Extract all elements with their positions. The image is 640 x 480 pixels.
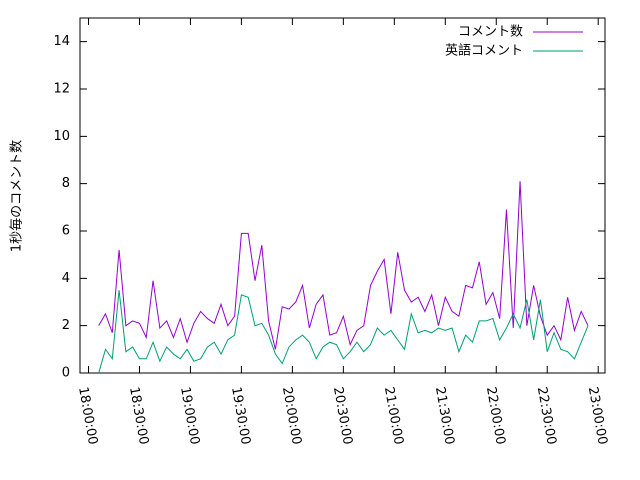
x-tick-label: 18:30:00 [126,386,151,446]
plot-frame [79,17,606,374]
x-tick-label: 23:00:00 [585,386,610,446]
data-line [98,181,589,350]
y-tick-label: 2 [62,318,70,333]
x-tick-label: 19:30:00 [228,386,253,446]
x-tick-label: 22:30:00 [534,386,559,446]
x-tick-label: 22:00:00 [483,386,508,446]
x-tick-label: 18:00:00 [75,386,100,446]
y-tick-label: 8 [62,176,70,191]
y-axis-label: 1秒毎のコメント数 [9,140,25,252]
y-tick-label: 4 [62,271,70,286]
x-tick-label: 20:00:00 [279,386,304,446]
y-tick-label: 14 [53,34,70,49]
x-tick-label: 20:30:00 [330,386,355,446]
y-tick-label: 12 [53,82,70,97]
x-tick-label: 21:30:00 [432,386,457,446]
legend-label: コメント数 [458,25,523,40]
y-tick-label: 0 [62,366,70,381]
x-tick-label: 21:00:00 [381,386,406,446]
data-line [98,290,589,374]
x-tick-label: 19:00:00 [177,386,202,446]
y-tick-label: 6 [62,224,70,239]
legend-label: 英語コメント [445,43,523,59]
y-tick-label: 10 [53,129,70,144]
